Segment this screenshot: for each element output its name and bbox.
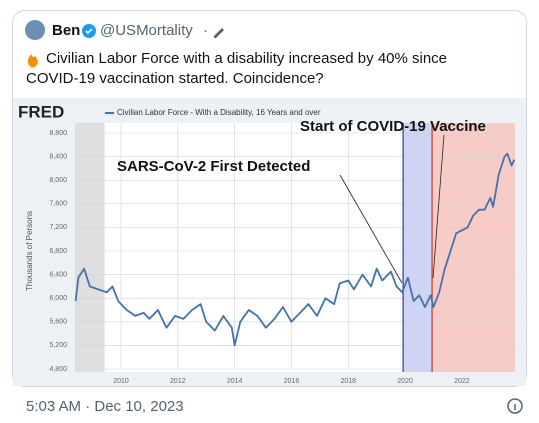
x-tick-label: 2014: [227, 378, 243, 385]
x-tick-label: 2022: [454, 378, 470, 385]
y-tick-label: 8,400: [49, 153, 67, 160]
check: [85, 28, 93, 35]
tweet-text: Civilian Labor Force with a disability i…: [46, 50, 447, 67]
x-tick-label: 2020: [397, 378, 413, 385]
annotation: SARS-CoV-2 First Detected: [117, 158, 310, 175]
x-tick-label: 2016: [284, 378, 300, 385]
x-tick-label: 2012: [170, 378, 186, 385]
edit-icon[interactable]: [214, 28, 224, 38]
avatar[interactable]: [25, 20, 45, 40]
timestamp[interactable]: 5:03 AM · Dec 10, 2023: [26, 398, 184, 415]
shaded-region: [75, 123, 105, 372]
separator: ·: [203, 22, 208, 39]
y-tick-label: 4,800: [49, 366, 67, 373]
y-tick-label: 6,400: [49, 271, 67, 278]
annotation-arrow: [339, 174, 403, 284]
y-tick-label: 7,600: [49, 201, 67, 208]
fred-logo: FRED: [18, 102, 64, 121]
author-name[interactable]: Ben: [52, 22, 80, 39]
fire-emoji: [27, 54, 38, 68]
annotation: Start of COVID-19 Vaccine: [300, 118, 486, 135]
y-tick-label: 8,800: [49, 130, 67, 137]
data-line: [74, 152, 516, 347]
y-tick-label: 8,000: [49, 177, 67, 184]
chart-image[interactable]: FRED Civilian Labor Force - With a Disab…: [13, 98, 526, 386]
y-tick-label: 6,000: [49, 295, 67, 302]
y-tick-label: 5,600: [49, 319, 67, 326]
legend-label: Civilian Labor Force - With a Disability…: [117, 108, 321, 117]
info-icon[interactable]: [507, 398, 523, 414]
y-axis-label: Thousands of Persons: [25, 211, 34, 291]
author-handle[interactable]: @USMortality: [100, 22, 193, 39]
x-tick-label: 2018: [340, 378, 356, 385]
x-tick-label: 2010: [113, 378, 129, 385]
y-tick-label: 7,200: [49, 224, 67, 231]
tweet-text: COVID-19 vaccination started. Coincidenc…: [26, 70, 324, 87]
y-tick-label: 5,200: [49, 342, 67, 349]
annotation-arrow: [432, 134, 445, 279]
y-tick-label: 6,800: [49, 248, 67, 255]
shaded-region: [403, 123, 433, 372]
